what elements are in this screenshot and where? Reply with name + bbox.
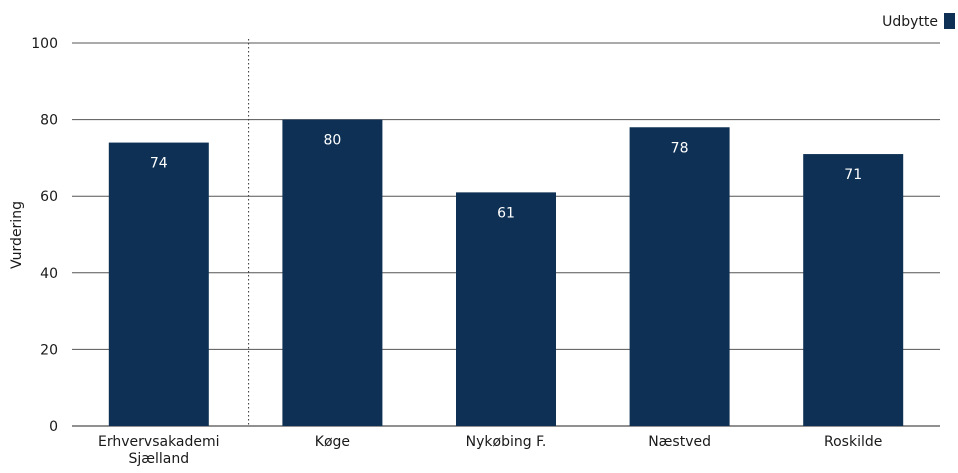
- bar: [629, 127, 730, 426]
- category-labels: Erhvervsakademi Sjælland Køge Nykøbing F. Næ…: [98, 434, 882, 467]
- data-label: 80: [323, 133, 341, 149]
- legend-label: Udbytte: [882, 14, 938, 30]
- y-axis-ticks: 0 20 40 60 80 100: [31, 36, 58, 435]
- y-tick-label: 20: [40, 342, 58, 358]
- data-label: 74: [150, 156, 168, 172]
- bar: [108, 142, 209, 426]
- x-tick-label: Nykøbing F.: [466, 434, 547, 450]
- legend: Udbytte: [882, 13, 955, 30]
- data-label: 71: [844, 167, 862, 183]
- y-tick-label: 0: [49, 419, 58, 435]
- y-tick-label: 40: [40, 266, 58, 282]
- legend-swatch: [944, 13, 955, 29]
- y-tick-label: 60: [40, 189, 58, 205]
- bar: [803, 154, 904, 426]
- bars: [108, 119, 904, 426]
- x-tick-label: Erhvervsakademi Sjælland: [98, 434, 220, 467]
- data-label: 61: [497, 205, 515, 221]
- y-axis-title: Vurdering: [9, 201, 25, 269]
- bar: [282, 119, 383, 426]
- data-labels: 74 80 61 78 71: [150, 133, 862, 222]
- x-tick-label: Køge: [315, 434, 350, 450]
- y-tick-label: 80: [40, 113, 58, 129]
- x-tick-label: Næstved: [648, 434, 711, 450]
- data-label: 78: [671, 140, 689, 156]
- y-tick-label: 100: [31, 36, 58, 52]
- x-tick-label: Roskilde: [824, 434, 882, 450]
- bar: [456, 192, 556, 426]
